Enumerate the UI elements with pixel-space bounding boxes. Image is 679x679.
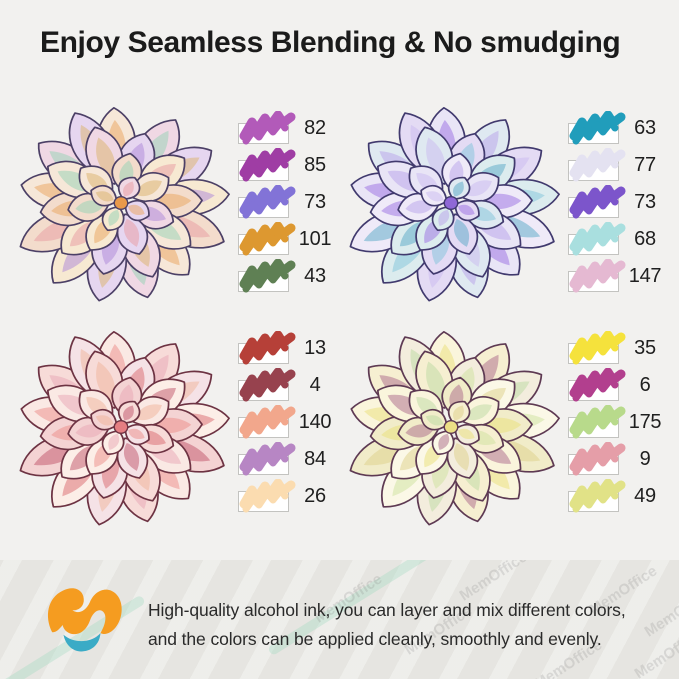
marker-scribble-swatch: [238, 258, 296, 292]
color-number: 147: [628, 265, 662, 287]
marker-scribble-swatch: [238, 184, 296, 218]
succulent-illustration-top-left: [19, 106, 230, 302]
color-swatch-row: 84: [237, 441, 333, 478]
marker-scribble-swatch: [238, 330, 296, 364]
marker-scribble-swatch: [238, 404, 296, 438]
color-number: 85: [304, 154, 326, 176]
color-swatch-row: 68: [567, 221, 663, 258]
color-swatch-row: 26: [237, 478, 333, 515]
color-swatch-row: 77: [567, 147, 663, 184]
color-swatch-row: 43: [237, 258, 333, 295]
color-number: 175: [628, 411, 662, 433]
color-swatch-row: 101: [237, 221, 333, 258]
color-swatch-row: 73: [237, 184, 333, 221]
color-number: 73: [304, 191, 326, 213]
color-number: 13: [304, 337, 326, 359]
color-swatch-row: 9: [567, 441, 663, 478]
logo-m-shape: [47, 588, 122, 635]
marker-scribble-swatch: [568, 404, 626, 438]
color-number: 4: [309, 374, 321, 396]
footer-band: MemOffice MemOffice MemOffice MemOffice MemO…: [0, 560, 679, 679]
color-swatch-row: 147: [567, 258, 663, 295]
color-swatch-row: 49: [567, 478, 663, 515]
color-swatch-row: 85: [237, 147, 333, 184]
color-number: 35: [634, 337, 656, 359]
color-swatch-row: 82: [237, 110, 333, 147]
color-swatch-row: 73: [567, 184, 663, 221]
marker-scribble-swatch: [568, 184, 626, 218]
marker-scribble-swatch: [238, 367, 296, 401]
color-swatch-row: 4: [237, 367, 333, 404]
marker-scribble-swatch: [568, 478, 626, 512]
logo-wave-shape: [63, 632, 101, 652]
color-number: 77: [634, 154, 656, 176]
color-number: 101: [298, 228, 332, 250]
color-number: 82: [304, 117, 326, 139]
page-title: Enjoy Seamless Blending & No smudging: [40, 26, 621, 59]
color-swatch-row: 63: [567, 110, 663, 147]
footer-description: High-quality alcohol ink, you can layer …: [148, 596, 626, 654]
marker-scribble-swatch: [568, 258, 626, 292]
color-number: 73: [634, 191, 656, 213]
color-number: 43: [304, 265, 326, 287]
marker-scribble-swatch: [568, 147, 626, 181]
footer-line-1: High-quality alcohol ink, you can layer …: [148, 600, 626, 620]
memoffice-logo: [47, 588, 122, 652]
color-number: 140: [298, 411, 332, 433]
color-number: 63: [634, 117, 656, 139]
succulent-illustration-bottom-right: [349, 330, 560, 526]
marker-scribble-swatch: [238, 110, 296, 144]
marker-scribble-swatch: [568, 110, 626, 144]
color-swatch-row: 175: [567, 404, 663, 441]
color-swatch-row: 35: [567, 330, 663, 367]
succulent-illustration-top-right: [349, 106, 560, 302]
succulent-illustration-bottom-left: [19, 330, 230, 526]
marker-scribble-swatch: [568, 221, 626, 255]
swatch-group-bottom-left: 13 4 140 84 26: [237, 330, 333, 515]
marker-scribble-swatch: [238, 221, 296, 255]
swatch-group-bottom-right: 35 6 175 9 49: [567, 330, 663, 515]
color-number: 26: [304, 485, 326, 507]
marker-scribble-swatch: [568, 330, 626, 364]
color-swatch-row: 6: [567, 367, 663, 404]
marker-scribble-swatch: [238, 147, 296, 181]
swatch-group-top-left: 82 85 73 101 43: [237, 110, 333, 295]
footer-line-2: and the colors can be applied cleanly, s…: [148, 629, 602, 649]
color-swatch-row: 13: [237, 330, 333, 367]
color-number: 68: [634, 228, 656, 250]
color-number: 9: [639, 448, 651, 470]
marker-scribble-swatch: [238, 441, 296, 475]
marker-scribble-swatch: [568, 367, 626, 401]
color-number: 84: [304, 448, 326, 470]
color-swatch-row: 140: [237, 404, 333, 441]
color-number: 6: [639, 374, 651, 396]
color-number: 49: [634, 485, 656, 507]
marker-scribble-swatch: [568, 441, 626, 475]
marker-scribble-swatch: [238, 478, 296, 512]
swatch-group-top-right: 63 77 73 68 147: [567, 110, 663, 295]
